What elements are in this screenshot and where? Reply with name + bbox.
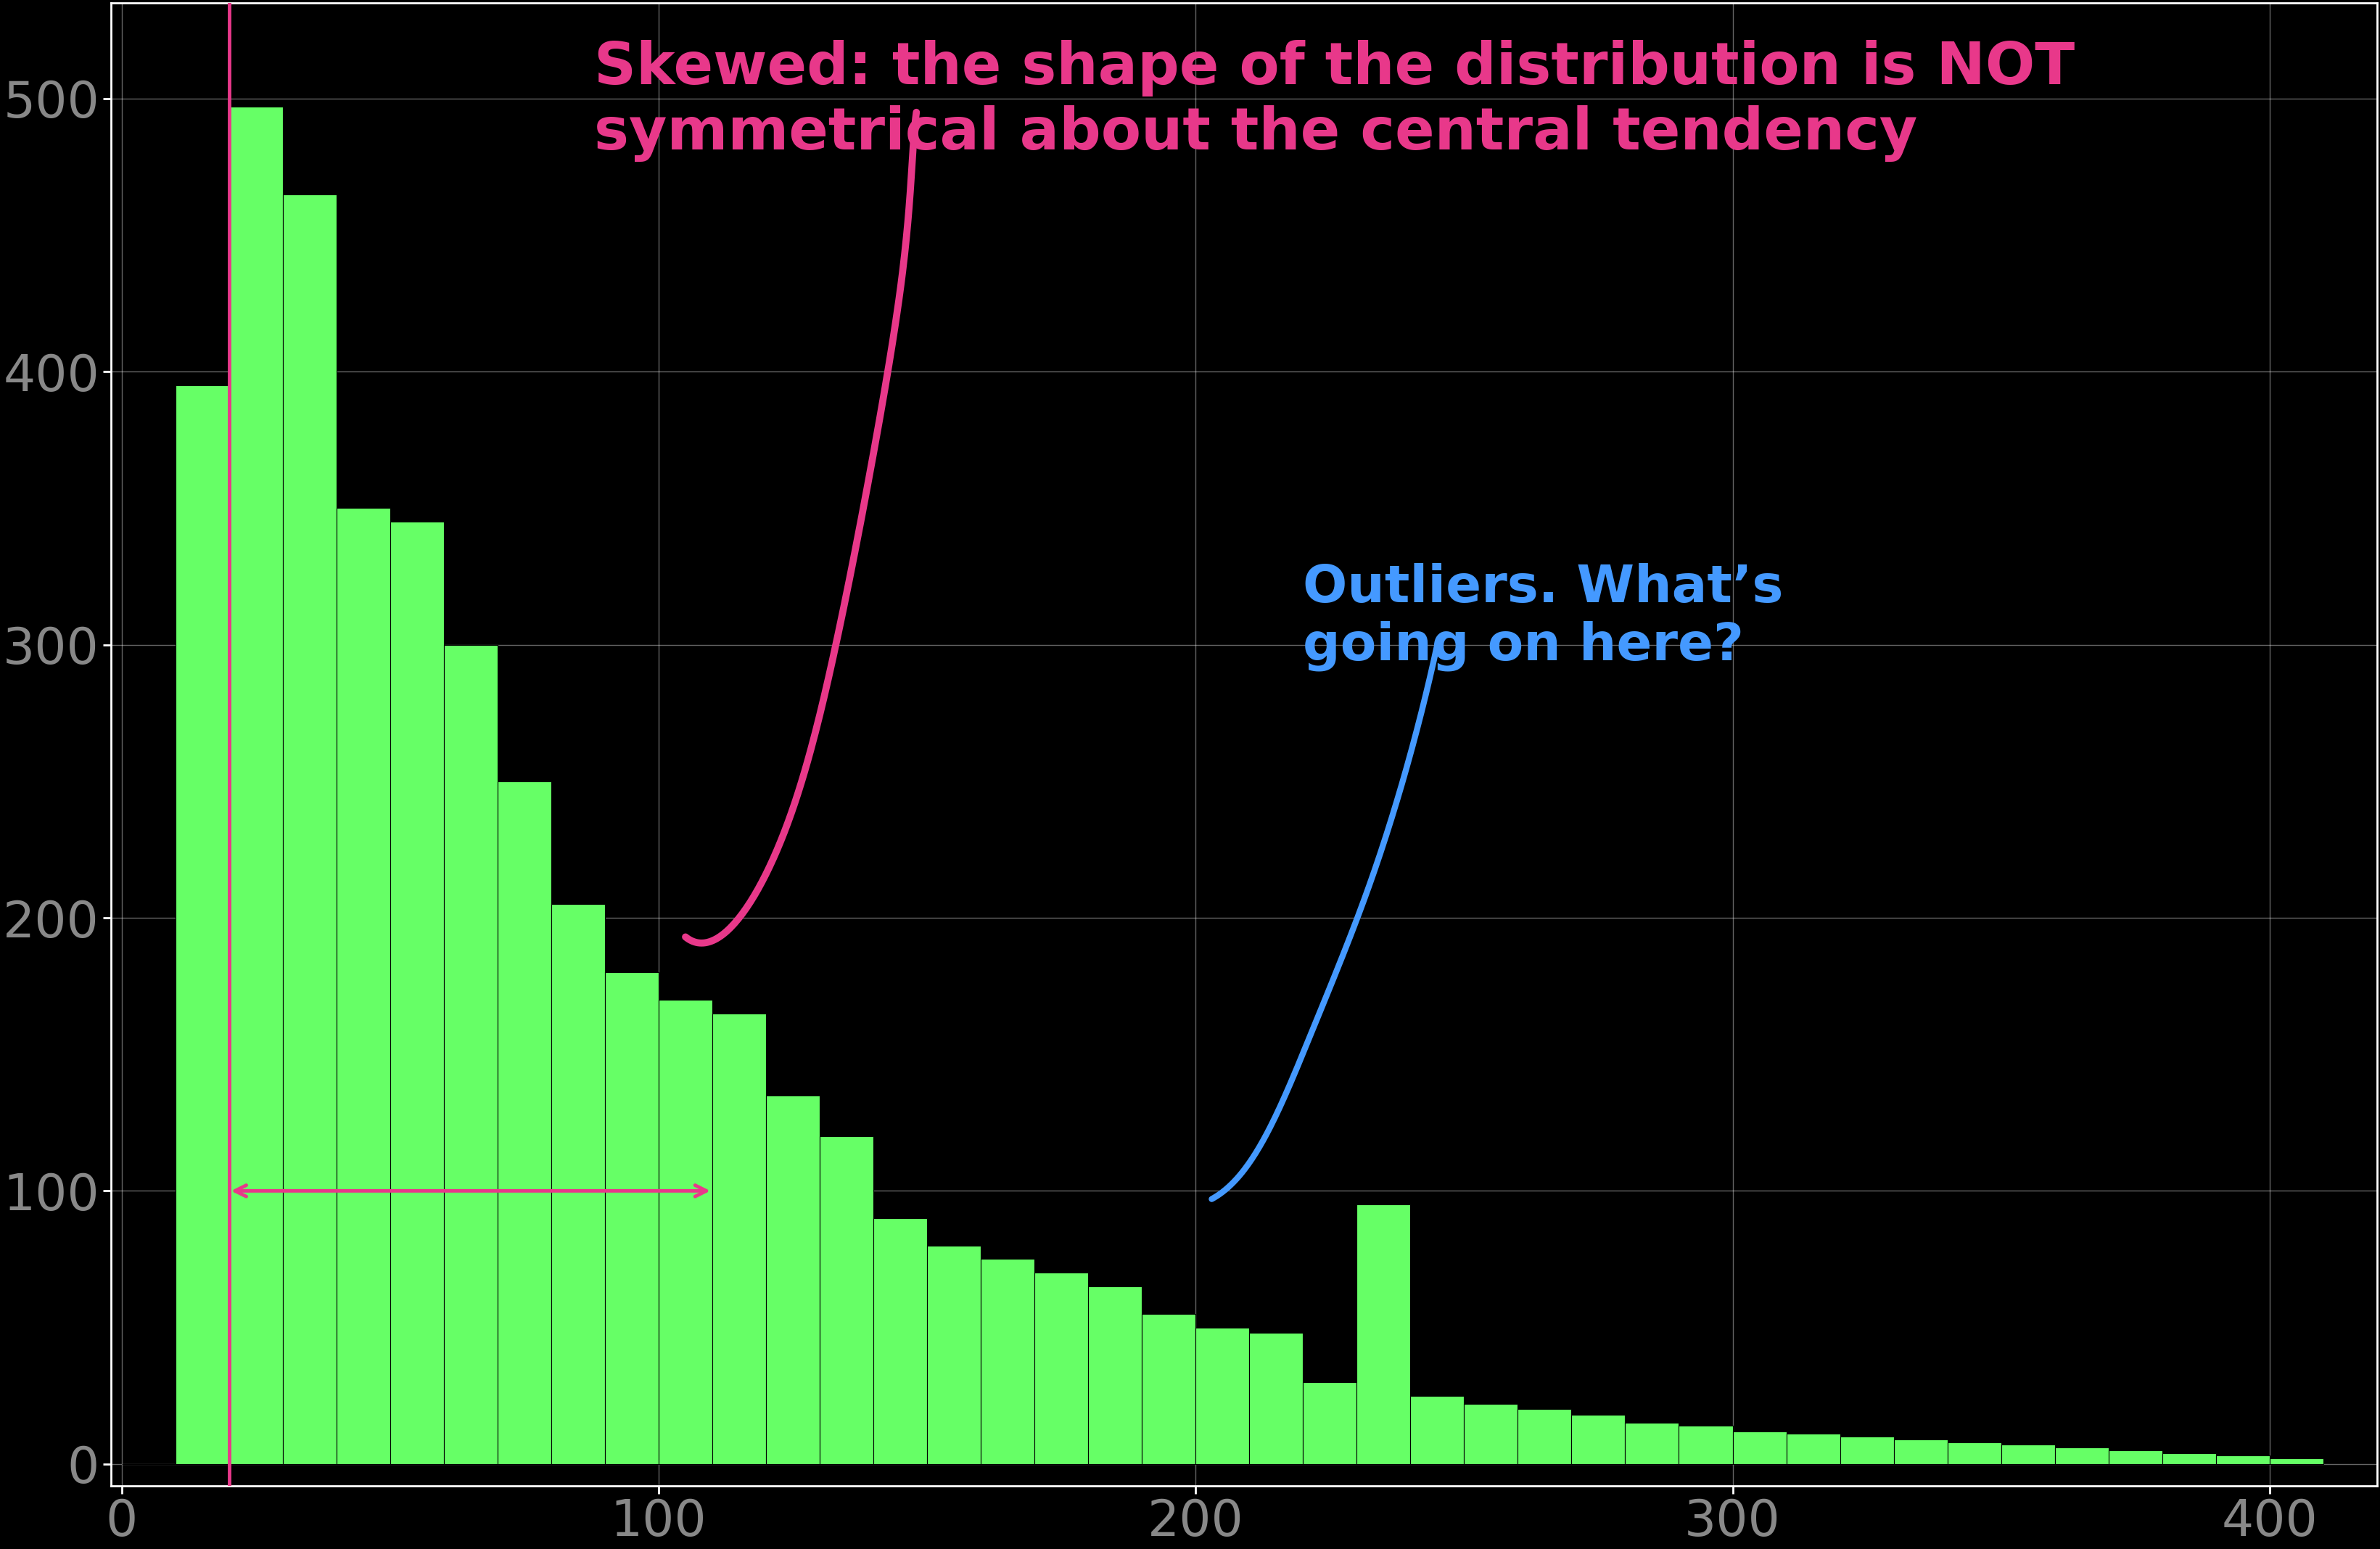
Bar	[1733, 1431, 1787, 1464]
Text: Outliers. What’s
going on here?: Outliers. What’s going on here?	[1302, 562, 1783, 671]
Bar	[390, 522, 443, 1464]
Bar	[1518, 1410, 1571, 1464]
Bar	[176, 386, 228, 1464]
Bar	[1035, 1273, 1088, 1464]
Bar	[1250, 1332, 1302, 1464]
Bar	[819, 1137, 873, 1464]
Bar	[1787, 1434, 1840, 1464]
Bar	[1678, 1425, 1733, 1464]
Bar	[1357, 1205, 1411, 1464]
Bar	[228, 107, 283, 1464]
Bar	[1840, 1436, 1894, 1464]
Bar	[497, 781, 552, 1464]
Bar	[1302, 1382, 1357, 1464]
Bar	[2109, 1450, 2161, 1464]
Bar	[2271, 1459, 2323, 1464]
Bar	[1626, 1424, 1678, 1464]
Bar	[1195, 1327, 1250, 1464]
Bar	[766, 1095, 819, 1464]
Bar	[443, 644, 497, 1464]
Bar	[1088, 1286, 1142, 1464]
Bar	[2054, 1448, 2109, 1464]
Bar	[659, 999, 712, 1464]
Bar	[928, 1245, 981, 1464]
Bar	[1947, 1442, 2002, 1464]
Bar	[873, 1218, 928, 1464]
Bar	[1464, 1403, 1518, 1464]
Bar	[2002, 1445, 2054, 1464]
Bar	[336, 508, 390, 1464]
Bar	[2216, 1456, 2271, 1464]
Bar	[605, 973, 659, 1464]
Text: Skewed: the shape of the distribution is NOT
symmetrical about the central tende: Skewed: the shape of the distribution is…	[595, 40, 2075, 163]
Bar	[283, 194, 336, 1464]
Bar	[981, 1259, 1035, 1464]
Bar	[1571, 1414, 1626, 1464]
Bar	[1894, 1439, 1947, 1464]
Bar	[712, 1013, 766, 1464]
Bar	[2161, 1453, 2216, 1464]
Bar	[1142, 1314, 1195, 1464]
Bar	[1411, 1396, 1464, 1464]
Bar	[552, 905, 605, 1464]
